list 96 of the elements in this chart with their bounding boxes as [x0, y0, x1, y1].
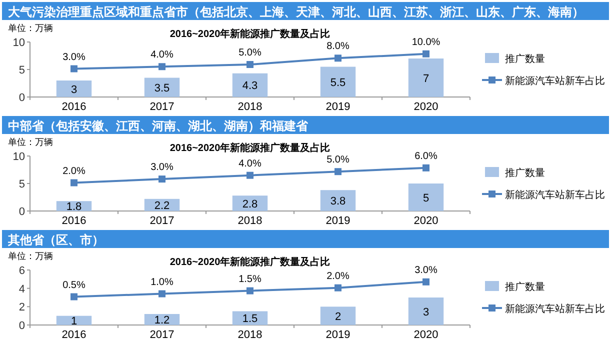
x-tick-label: 2019 — [326, 101, 350, 113]
y-tick-label: 5 — [18, 178, 25, 190]
bar — [232, 73, 268, 97]
y-axis-title: 单位：万辆 — [8, 251, 53, 261]
data-label: 1.0% — [150, 276, 174, 288]
y-tick-label: 6 — [18, 265, 25, 277]
x-tick-label: 2016 — [62, 215, 86, 227]
y-tick-label: 2 — [18, 302, 25, 314]
point — [246, 61, 254, 68]
y-tick-label: 0 — [18, 92, 25, 104]
x-tick-label: 2016 — [62, 101, 86, 113]
point — [158, 63, 166, 70]
bar — [232, 196, 268, 211]
bar — [320, 66, 356, 97]
data-label: 4.0% — [150, 50, 174, 61]
y-tick-label: 4 — [18, 283, 25, 296]
point — [334, 284, 342, 292]
data-label: 6.0% — [414, 150, 438, 162]
y-tick-label: 5 — [18, 64, 25, 76]
x-tick-label: 2020 — [414, 101, 438, 113]
bar — [56, 316, 92, 325]
bar — [408, 184, 444, 211]
data-label: 5.0% — [238, 48, 262, 59]
data-label: 2 — [334, 310, 342, 323]
data-label: 2.0% — [326, 270, 350, 282]
legend-label: 新能源汽车站新车占比 — [505, 75, 605, 87]
data-label: 1.8 — [66, 201, 82, 214]
x-tick-label: 2020 — [414, 215, 438, 227]
chart-subtitle: 2016~2020年新能源推广数量及占比 — [170, 256, 330, 268]
x-tick-label: 2017 — [150, 215, 174, 227]
chart-title: 其他省（区、市） — [7, 233, 104, 247]
data-label: 3.5 — [154, 82, 170, 94]
data-label: 2.0% — [62, 166, 86, 177]
bar — [408, 58, 444, 97]
data-label: 5.5 — [330, 76, 346, 89]
point — [158, 290, 166, 298]
bar — [144, 78, 180, 97]
x-tick-label: 2019 — [326, 215, 350, 227]
y-tick-label: 0 — [18, 206, 25, 218]
point — [70, 65, 78, 72]
point — [158, 176, 166, 183]
point — [70, 293, 78, 300]
bar — [320, 306, 356, 325]
legend-label: 新能源汽车站新车占比 — [505, 189, 605, 201]
data-label: 7 — [422, 72, 430, 85]
point — [246, 287, 254, 294]
y-axis-title: 单位：万辆 — [8, 137, 53, 147]
data-label: 1.2 — [154, 314, 170, 326]
x-tick-label: 2018 — [238, 215, 262, 227]
data-label: 8.0% — [326, 41, 350, 52]
point — [334, 168, 342, 176]
chart-subtitle: 2016~2020年新能源推广数量及占比 — [170, 28, 330, 40]
bar — [408, 298, 444, 325]
x-tick-label: 2018 — [238, 101, 262, 113]
data-label: 10.0% — [412, 36, 440, 48]
data-label: 1.5 — [242, 313, 258, 326]
data-label: 1.5% — [238, 274, 262, 285]
data-label: 2.8 — [242, 198, 258, 210]
data-label: 3.0% — [62, 52, 86, 63]
data-label: 3.0% — [150, 162, 174, 174]
data-label: 2.2 — [154, 200, 170, 212]
x-tick-label: 2020 — [414, 329, 438, 341]
y-tick-label: 0 — [18, 320, 25, 332]
x-tick-label: 2016 — [62, 329, 86, 341]
legend-label: 推广数量 — [505, 281, 545, 293]
bar — [320, 190, 356, 211]
data-label: 5.0% — [326, 154, 350, 166]
data-label: 3.8 — [330, 196, 346, 208]
legend-label: 推广数量 — [505, 53, 545, 65]
y-tick-label: 10 — [12, 151, 25, 163]
point — [334, 54, 342, 62]
point — [70, 179, 78, 186]
point — [422, 50, 430, 58]
chart-subtitle: 2016~2020年新能源推广数量及占比 — [170, 142, 330, 154]
y-axis-title: 单位：万辆 — [8, 23, 53, 33]
chart-title: 中部省（包括安徽、江西、河南、湖北、湖南）和福建省 — [8, 119, 309, 133]
x-tick-label: 2018 — [238, 329, 262, 341]
point — [246, 172, 254, 179]
data-label: 4.3 — [242, 80, 258, 92]
legend-label: 新能源汽车站新车占比 — [505, 303, 605, 315]
legend-label: 推广数量 — [505, 167, 545, 179]
chart-title: 大气污染治理重点区域和重点省市（包括北京、上海、天津、河北、山西、江苏、浙江、山东、广东、海南） — [8, 5, 584, 19]
x-tick-label: 2017 — [150, 329, 174, 341]
data-label: 3 — [70, 84, 78, 96]
point — [422, 278, 430, 286]
x-tick-label: 2019 — [326, 329, 350, 341]
data-label: 1 — [70, 315, 78, 328]
x-tick-label: 2017 — [150, 101, 174, 113]
bar — [56, 80, 92, 97]
data-label: 0.5% — [62, 280, 86, 291]
data-label: 3.0% — [414, 264, 438, 276]
data-label: 4.0% — [238, 158, 262, 170]
y-tick-label: 10 — [12, 37, 25, 49]
data-label: 5 — [422, 192, 430, 204]
point — [422, 164, 430, 172]
data-label: 3 — [422, 306, 430, 318]
